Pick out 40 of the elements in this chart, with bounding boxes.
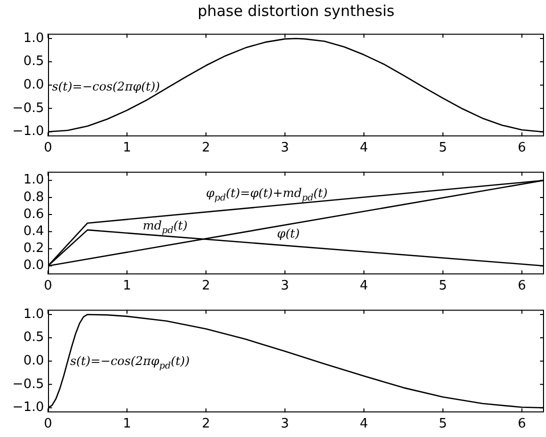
y-tick-label: 0.0 <box>23 258 44 274</box>
x-tick-label: 3 <box>280 278 290 294</box>
y-tick-label: 1.0 <box>23 172 44 188</box>
x-tick-label: 5 <box>438 140 448 156</box>
y-tick-label: 0.2 <box>23 241 44 256</box>
x-tick-label: 1 <box>122 416 132 432</box>
x-tick-label: 2 <box>202 416 210 432</box>
chart-title: phase distortion synthesis <box>196 2 396 20</box>
x-tick-label: 3 <box>280 416 290 432</box>
y-tick-label: −0.5 <box>12 100 44 116</box>
y-tick-label: 0.0 <box>23 353 44 368</box>
y-tick-label: 0.5 <box>23 330 44 346</box>
y-tick-label: 1.0 <box>23 306 44 322</box>
x-tick-label: 4 <box>360 416 368 432</box>
x-tick-label: 5 <box>438 278 448 294</box>
x-tick-label: 2 <box>202 140 210 156</box>
x-tick-label: 5 <box>438 416 448 432</box>
y-tick-label: 0.0 <box>23 77 44 92</box>
y-tick-label: −0.5 <box>12 376 44 392</box>
x-tick-label: 3 <box>280 140 290 156</box>
x-tick-label: 6 <box>518 416 526 432</box>
y-tick-label: −1.0 <box>12 400 44 416</box>
x-tick-label: 4 <box>360 140 368 156</box>
x-tick-label: 0 <box>44 278 52 294</box>
y-tick-label: −1.0 <box>12 124 44 140</box>
x-tick-label: 6 <box>518 278 526 294</box>
x-tick-label: 2 <box>202 278 210 294</box>
y-tick-label: 0.4 <box>23 224 44 240</box>
y-tick-label: 0.8 <box>23 190 44 205</box>
x-tick-label: 6 <box>518 140 526 156</box>
x-tick-label: 0 <box>44 416 52 432</box>
annotation: φ(t) <box>277 226 300 240</box>
x-tick-label: 1 <box>122 278 132 294</box>
y-tick-label: 1.0 <box>23 30 44 46</box>
x-tick-label: 0 <box>44 140 52 156</box>
annotation: s(t)=−cos(2πφ(t)) <box>52 80 160 94</box>
y-tick-label: 0.5 <box>23 54 44 70</box>
x-tick-label: 4 <box>360 278 368 294</box>
x-tick-label: 1 <box>122 140 132 156</box>
y-tick-label: 0.6 <box>23 206 44 222</box>
